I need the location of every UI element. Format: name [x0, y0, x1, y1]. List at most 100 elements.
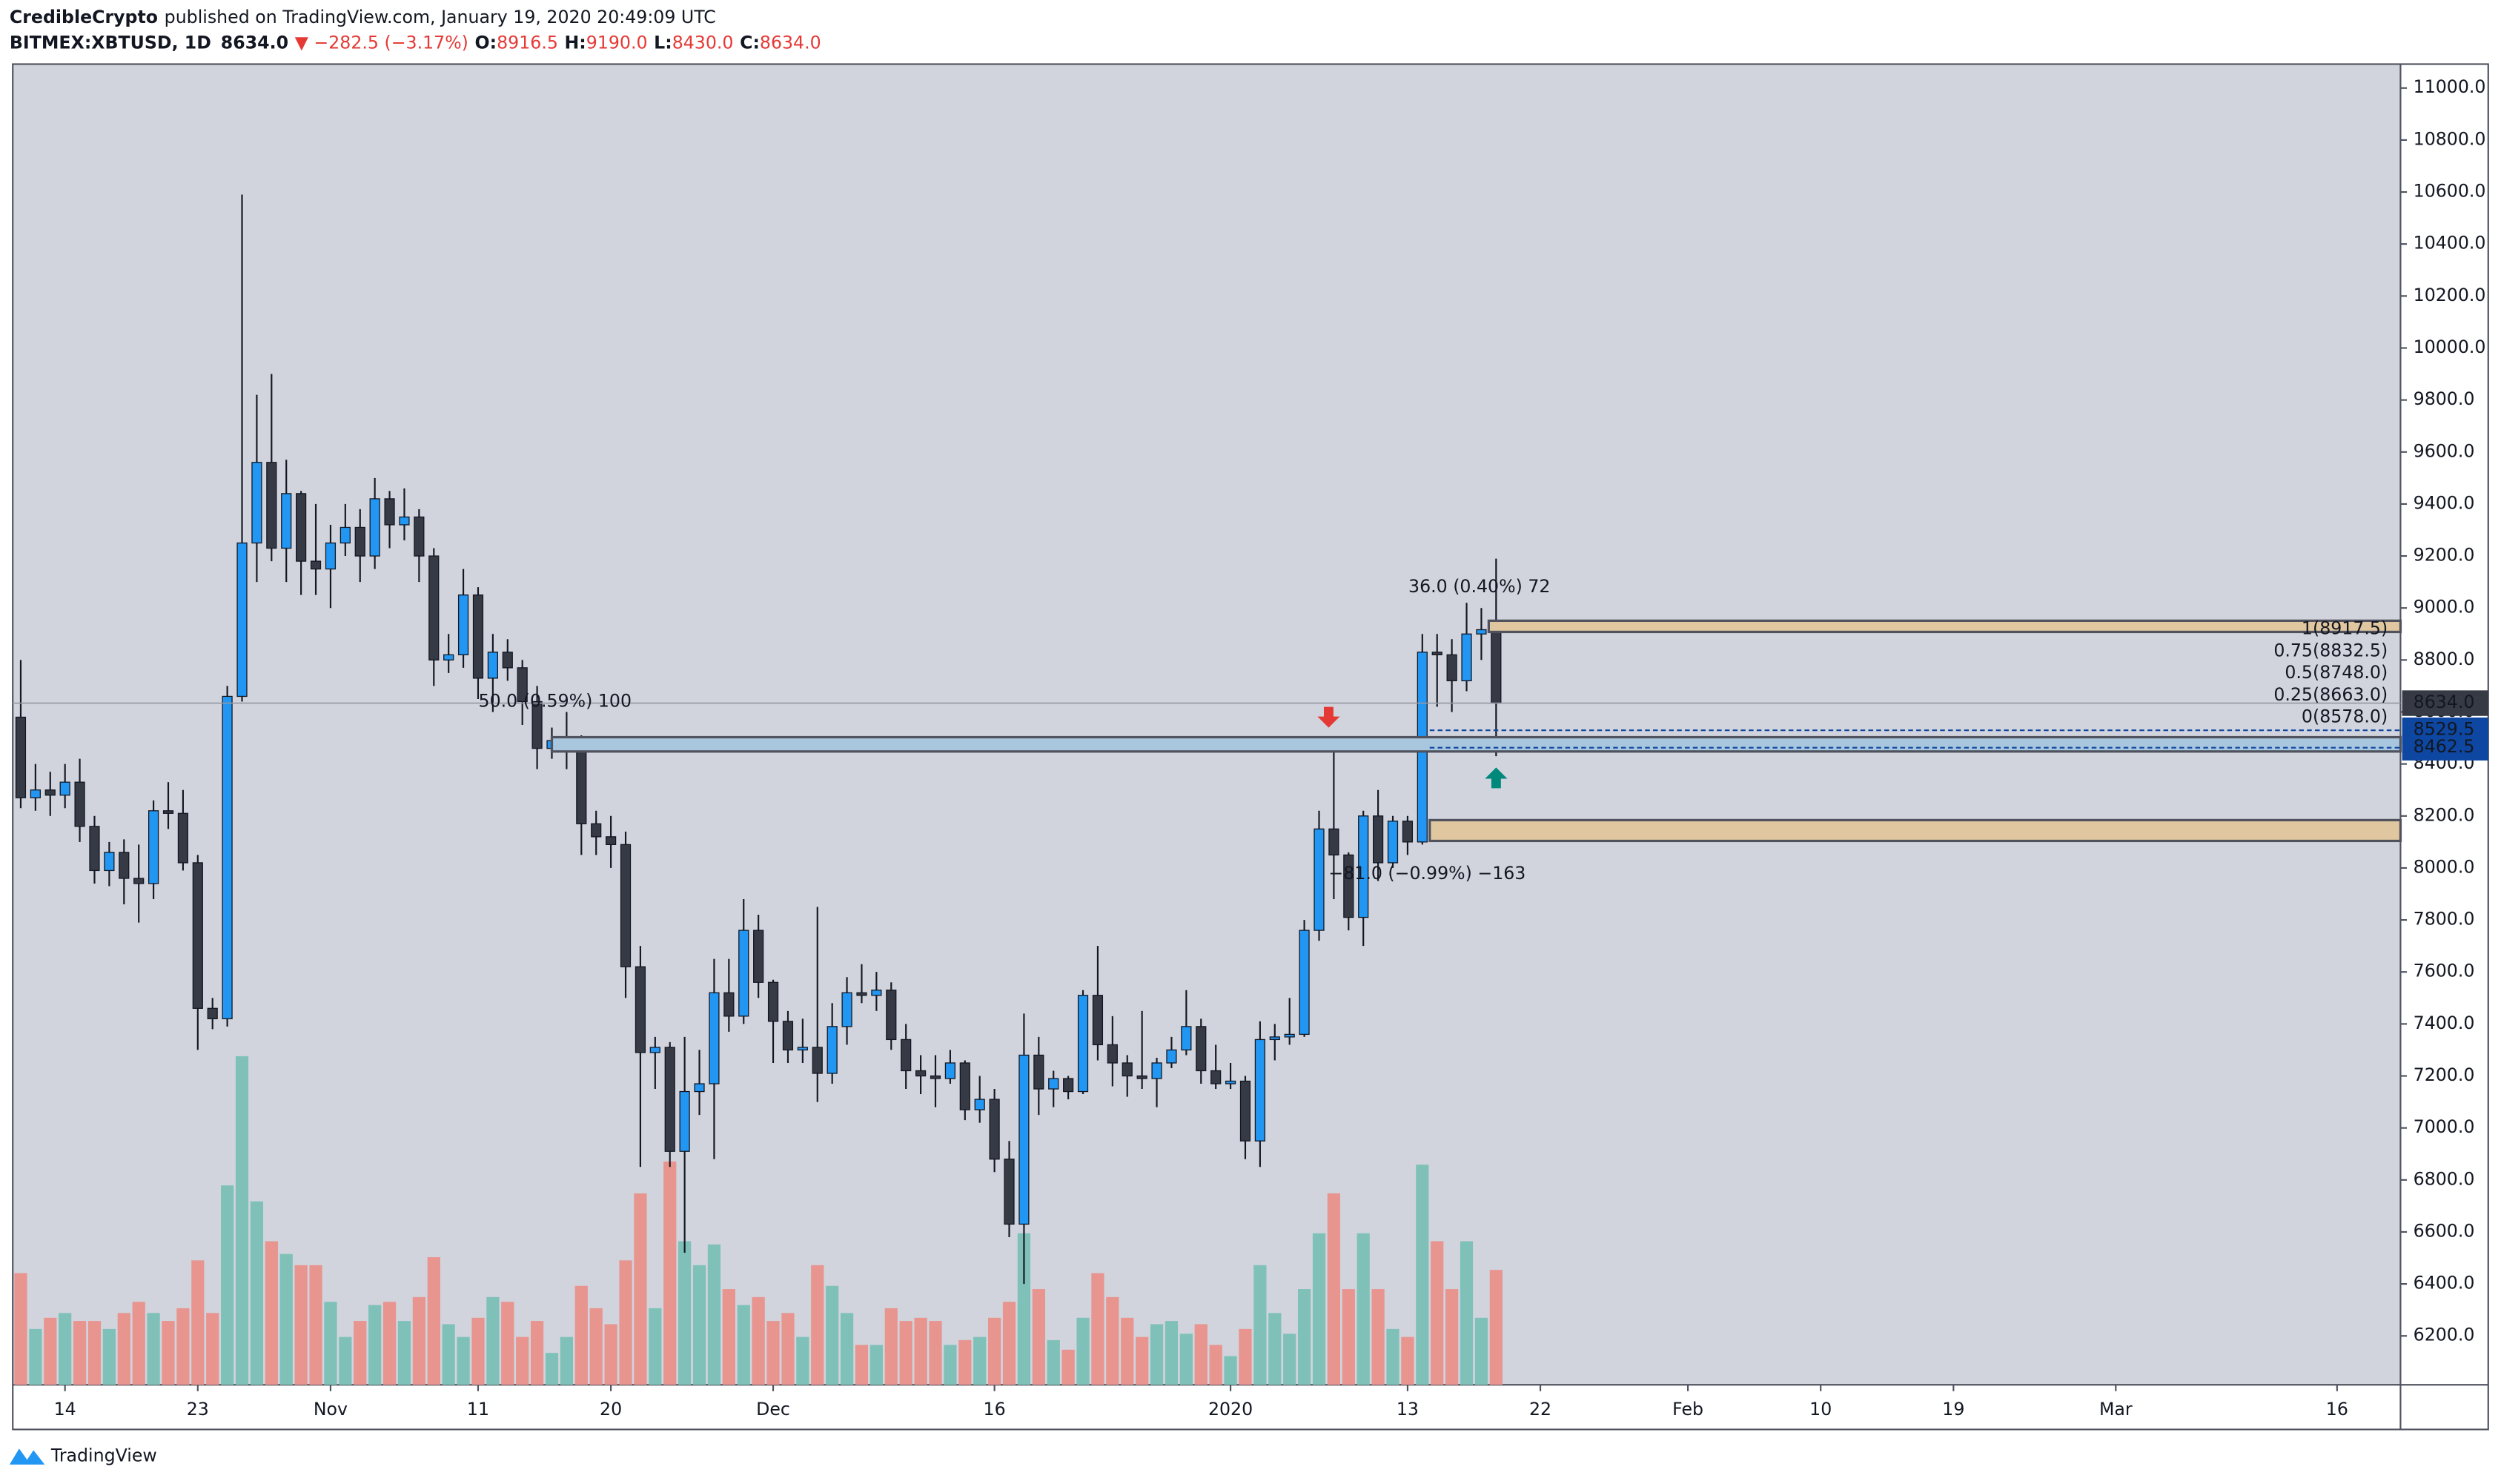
candle-body [339, 526, 351, 544]
candle-body [384, 498, 395, 526]
volume-bar [279, 1253, 293, 1385]
volume-bar [884, 1308, 898, 1385]
volume-bar [59, 1313, 72, 1385]
volume-bar [339, 1336, 352, 1385]
volume-bar [354, 1321, 367, 1385]
footer-brand: TradingView [50, 1445, 157, 1466]
candle-body [502, 652, 513, 669]
volume-bar [442, 1324, 455, 1385]
volume-bar [368, 1305, 382, 1385]
candle-body [325, 542, 337, 570]
candle-body [399, 516, 410, 526]
fib-label: 0(8578.0) [2302, 706, 2388, 727]
volume-bar [574, 1285, 588, 1385]
candle-body [797, 1047, 808, 1051]
fib-label: 0.5(8748.0) [2285, 662, 2388, 683]
volume-bar [604, 1324, 617, 1385]
volume-bar [663, 1161, 677, 1385]
volume-bar [1076, 1317, 1090, 1385]
c-label: C: [740, 32, 760, 53]
volume-bar [427, 1257, 440, 1385]
candle-body [1166, 1049, 1177, 1064]
volume-bar [1047, 1339, 1060, 1385]
candle-body [841, 992, 852, 1027]
candle-body [89, 826, 100, 872]
h-label: H: [565, 32, 586, 53]
candle-body [827, 1026, 838, 1074]
volume-bar [634, 1193, 647, 1385]
volume-bar [766, 1321, 780, 1385]
volume-bar [1431, 1241, 1444, 1385]
volume-bar [1209, 1345, 1222, 1385]
volume-bar [44, 1317, 57, 1385]
candle-body [457, 594, 469, 655]
y-tick-label: 9600.0 [2414, 440, 2475, 461]
fib-label: 0.25(8663.0) [2273, 684, 2388, 705]
candle-body [812, 1047, 823, 1074]
volume-bar [737, 1305, 750, 1385]
y-tick-label: 7800.0 [2414, 909, 2475, 930]
volume-bar [87, 1321, 102, 1385]
y-tick-label: 6200.0 [2414, 1325, 2475, 1345]
volume-bar [1283, 1334, 1296, 1385]
candle-body [1476, 629, 1487, 635]
candle-body [767, 981, 779, 1022]
volume-bar [1253, 1265, 1267, 1385]
y-tick-label: 7200.0 [2414, 1064, 2475, 1085]
candle-body [15, 716, 27, 798]
volume-bar [840, 1313, 854, 1385]
y-tick-label: 6800.0 [2414, 1168, 2475, 1189]
y-tick-label: 6600.0 [2414, 1220, 2475, 1241]
candle-body [443, 654, 454, 660]
x-tick-label: 2020 [1208, 1399, 1253, 1420]
candle-body [296, 493, 307, 562]
volume-bar [1342, 1289, 1355, 1385]
volume-bar [294, 1265, 308, 1385]
price-label-box [2402, 735, 2488, 761]
candle-body [531, 700, 543, 749]
candle-body [901, 1039, 912, 1072]
volume-bar [692, 1265, 706, 1385]
x-tick-label: 13 [1397, 1399, 1419, 1420]
zone [1428, 818, 2402, 843]
logo [9, 1448, 45, 1465]
y-tick-label: 8000.0 [2414, 856, 2475, 877]
volume-bar [560, 1336, 574, 1385]
volume-bar [162, 1321, 175, 1385]
y-tick-label: 9800.0 [2414, 388, 2475, 409]
volume-bar [73, 1321, 87, 1385]
volume-bar [1327, 1193, 1341, 1385]
plot-area [13, 64, 2401, 1385]
candle-body [119, 852, 130, 879]
x-tick-label: Nov [314, 1399, 348, 1420]
volume-bar [1017, 1233, 1031, 1385]
volume-bar [1165, 1321, 1179, 1385]
y-tick-label: 7000.0 [2414, 1116, 2475, 1137]
l-value: 8430.0 [672, 32, 734, 53]
volume-bar [1106, 1296, 1119, 1385]
candle-body [428, 555, 440, 660]
x-tick-label: Dec [756, 1399, 790, 1420]
volume-bar [1489, 1270, 1503, 1385]
last: 8634.0 [221, 32, 288, 53]
y-tick-label: 9400.0 [2414, 492, 2475, 513]
candle-body [207, 1007, 218, 1019]
candle-body [856, 992, 867, 996]
candle-body [1343, 854, 1354, 918]
volume-bar [929, 1321, 942, 1385]
candle-body [886, 990, 897, 1041]
volume-bar [826, 1285, 839, 1385]
volume-bar [1194, 1324, 1208, 1385]
candle-body [591, 823, 602, 838]
candle-body [1122, 1062, 1133, 1077]
volume-bar [309, 1265, 322, 1385]
price-label-box [2402, 690, 2488, 716]
candle-body [1151, 1062, 1162, 1079]
volume-bar [191, 1260, 205, 1385]
x-tick-label: 22 [1529, 1399, 1551, 1420]
x-tick-label: Feb [1672, 1399, 1703, 1420]
volume-bar [1179, 1334, 1193, 1385]
header-line-1: CredibleCrypto published on TradingView.c… [10, 7, 716, 27]
down-arrow [1317, 706, 1340, 728]
